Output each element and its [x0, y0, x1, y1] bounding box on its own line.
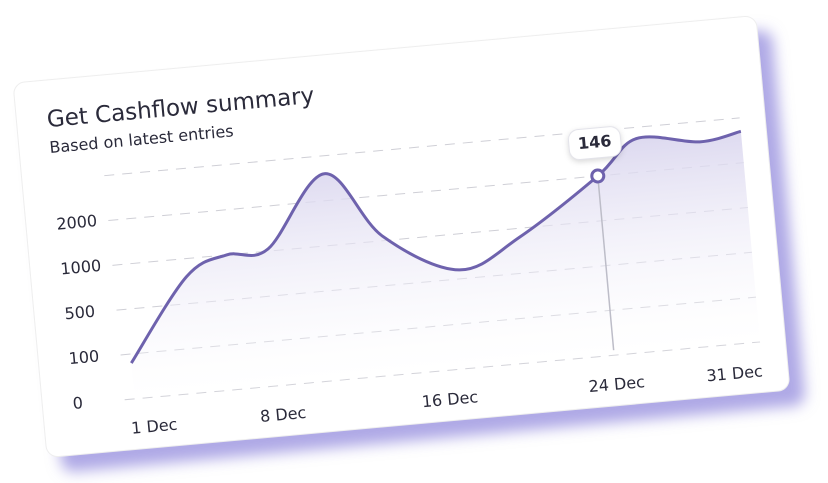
- x-tick-label: 24 Dec: [588, 372, 646, 396]
- tooltip-label: 146: [577, 131, 612, 153]
- y-tick-label: 0: [72, 393, 84, 413]
- line: [130, 129, 742, 364]
- chart: Get Cashflow summary Based on latest ent…: [46, 83, 764, 438]
- tooltip-box: [567, 126, 622, 161]
- tooltip-line: [597, 175, 615, 351]
- grid-line: [104, 117, 740, 177]
- y-tick-label: 100: [68, 346, 100, 368]
- card: Get Cashflow summary Based on latest ent…: [12, 14, 791, 459]
- x-tick-label: 16 Dec: [421, 387, 479, 411]
- x-tick-label: 31 Dec: [706, 361, 764, 385]
- y-tick-label: 500: [64, 302, 96, 324]
- area: [131, 131, 761, 399]
- tooltip-point: [590, 168, 606, 184]
- x-tick-label: 8 Dec: [259, 403, 307, 426]
- y-tick-label: 2000: [56, 211, 98, 234]
- y-tick-label: 1000: [60, 256, 102, 279]
- x-tick-label: 1 Dec: [130, 415, 178, 438]
